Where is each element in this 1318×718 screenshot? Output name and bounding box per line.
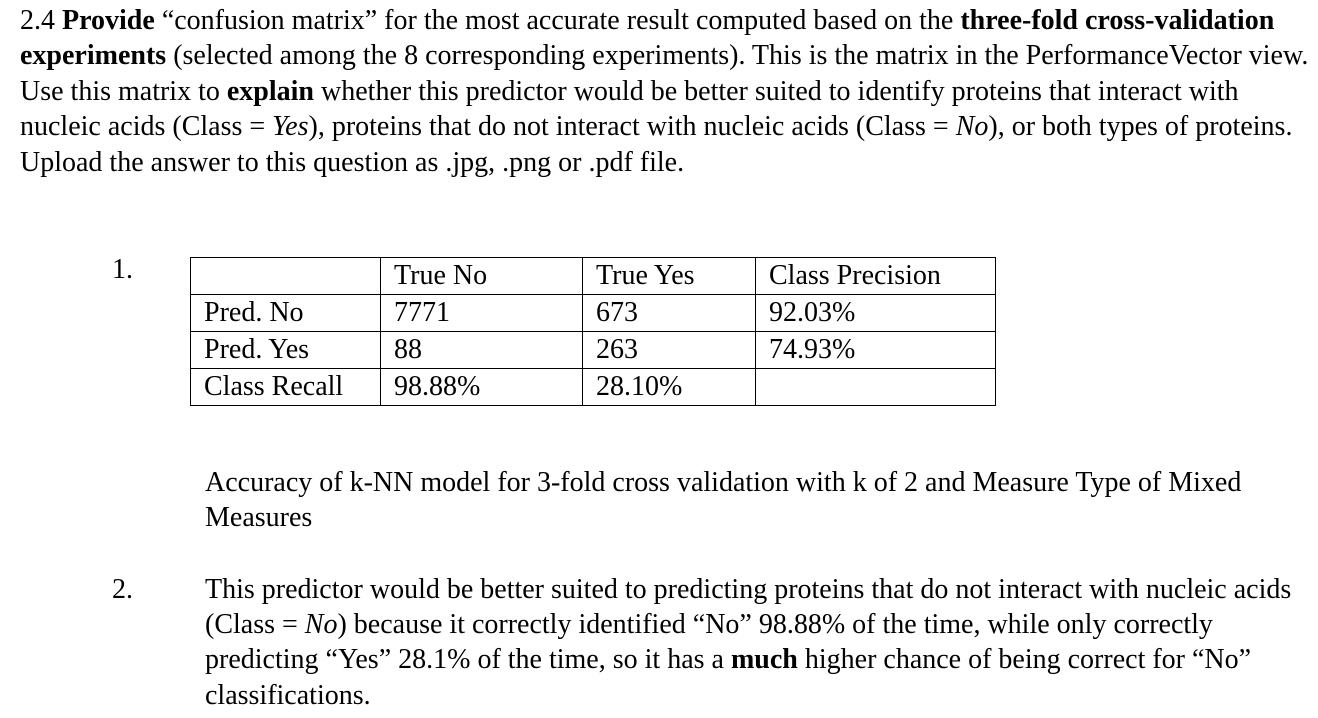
table-row-label: Pred. No — [190, 294, 381, 332]
answer-emphasis-much: much — [730, 644, 798, 676]
table-cell: 88 — [380, 331, 583, 369]
table-row-class-recall: Class Recall 98.88% 28.10% — [190, 368, 996, 406]
table-cell: 673 — [582, 294, 756, 332]
question-emphasis-explain: explain — [226, 75, 315, 107]
table-cell: 74.93% — [755, 331, 996, 369]
answer-text: This predictor would be better suited to… — [205, 572, 1295, 713]
question-class-no: No — [955, 111, 989, 143]
question-class-yes: Yes — [272, 111, 309, 143]
table-header-true-yes: True Yes — [582, 257, 756, 295]
table-cell: 92.03% — [755, 294, 996, 332]
table-header-row: True No True Yes Class Precision — [190, 257, 996, 295]
table-cell: 7771 — [380, 294, 583, 332]
table-cell-empty — [755, 368, 996, 406]
confusion-matrix-table: True No True Yes Class Precision Pred. N… — [190, 257, 996, 406]
list-item-number-1: 1. — [112, 254, 133, 285]
table-row-label: Pred. Yes — [190, 331, 381, 369]
answer-class-no: No — [304, 609, 338, 641]
question-segment: whether this predictor would be better s… — [20, 75, 1239, 143]
table-cell: 28.10% — [582, 368, 756, 406]
table-header-cell-empty — [190, 257, 381, 295]
question-emphasis-provide: Provide — [62, 5, 155, 36]
table-row-pred-no: Pred. No 7771 673 92.03% — [190, 294, 996, 332]
table-cell: 98.88% — [380, 368, 583, 406]
question-segment: “confusion matrix” for the most accurate… — [154, 5, 961, 36]
answer-segment: ) because it correctly identified “No” 9… — [205, 609, 1213, 676]
table-row-pred-yes: Pred. Yes 88 263 74.93% — [190, 331, 996, 369]
table-header-class-precision: Class Precision — [755, 257, 996, 295]
answer-segment: This predictor would be better suited to… — [205, 574, 1292, 641]
question-segment: ), or both types of proteins. Upload the… — [20, 111, 1293, 178]
question-emphasis-three-fold: three-fold cross-validation experiments — [20, 5, 1275, 72]
table-cell: 263 — [582, 331, 756, 369]
table-header-true-no: True No — [380, 257, 583, 295]
answer-segment: higher chance of being correct for “No” … — [205, 644, 1252, 711]
question-segment: ), proteins that do not interact with nu… — [308, 111, 956, 143]
question-segment: (selected among the 8 corresponding expe… — [20, 40, 1309, 107]
question-number: 2.4 — [20, 5, 55, 36]
table-row-label: Class Recall — [190, 368, 381, 406]
table-caption: Accuracy of k-NN model for 3-fold cross … — [205, 467, 1242, 533]
list-item-number-2: 2. — [112, 574, 133, 605]
question-text: 2.4 Provide “confusion matrix” for the m… — [20, 3, 1310, 180]
